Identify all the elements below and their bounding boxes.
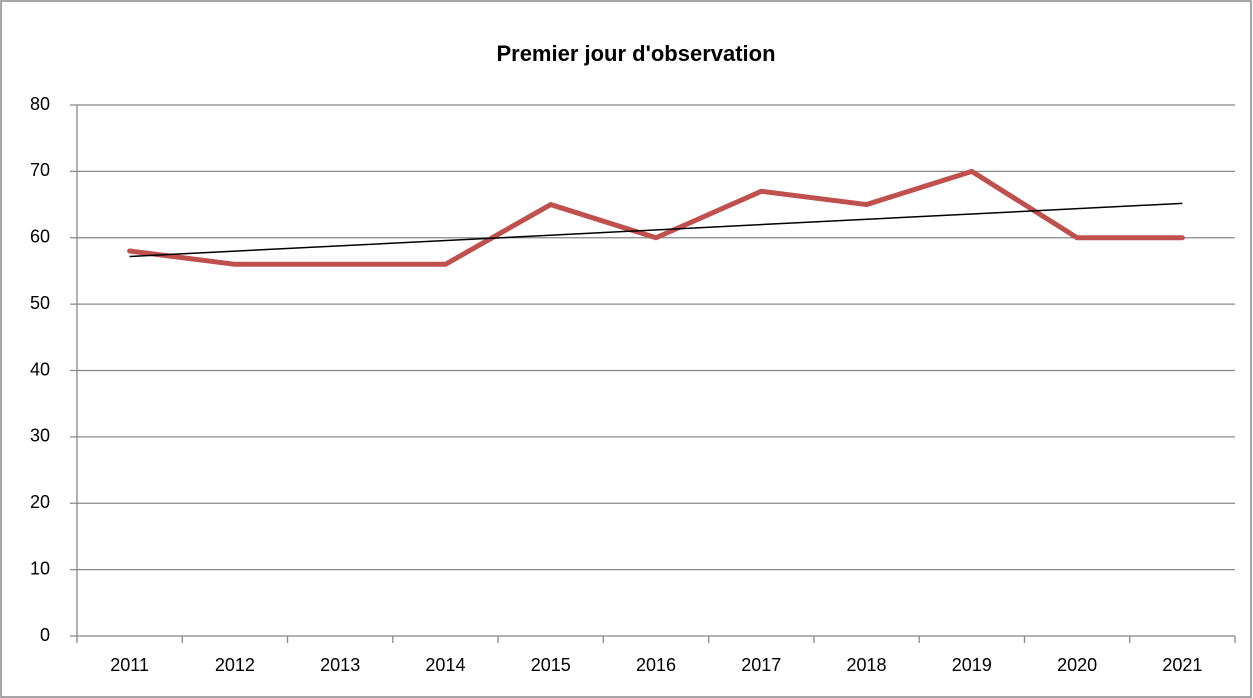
x-tick-label: 2019 (952, 655, 992, 675)
x-tick-label: 2012 (215, 655, 255, 675)
chart-title: Premier jour d'observation (496, 41, 775, 66)
x-tick-label: 2017 (741, 655, 781, 675)
y-tick-label: 0 (40, 625, 50, 645)
x-tick-label: 2016 (636, 655, 676, 675)
y-tick-label: 70 (30, 160, 50, 180)
y-tick-label: 80 (30, 94, 50, 114)
y-tick-label: 20 (30, 492, 50, 512)
x-tick-label: 2011 (110, 655, 149, 675)
y-tick-label: 50 (30, 293, 50, 313)
y-tick-label: 40 (30, 359, 50, 379)
y-tick-label: 30 (30, 426, 50, 446)
y-tick-label: 60 (30, 227, 50, 247)
x-tick-label: 2021 (1162, 655, 1202, 675)
x-tick-label: 2013 (320, 655, 360, 675)
y-tick-label: 10 (30, 558, 50, 578)
x-tick-label: 2020 (1057, 655, 1097, 675)
x-tick-label: 2015 (531, 655, 571, 675)
trendline (129, 202, 1183, 258)
x-tick-label: 2014 (425, 655, 465, 675)
x-tick-label: 2018 (847, 655, 887, 675)
data-line (127, 168, 1185, 267)
